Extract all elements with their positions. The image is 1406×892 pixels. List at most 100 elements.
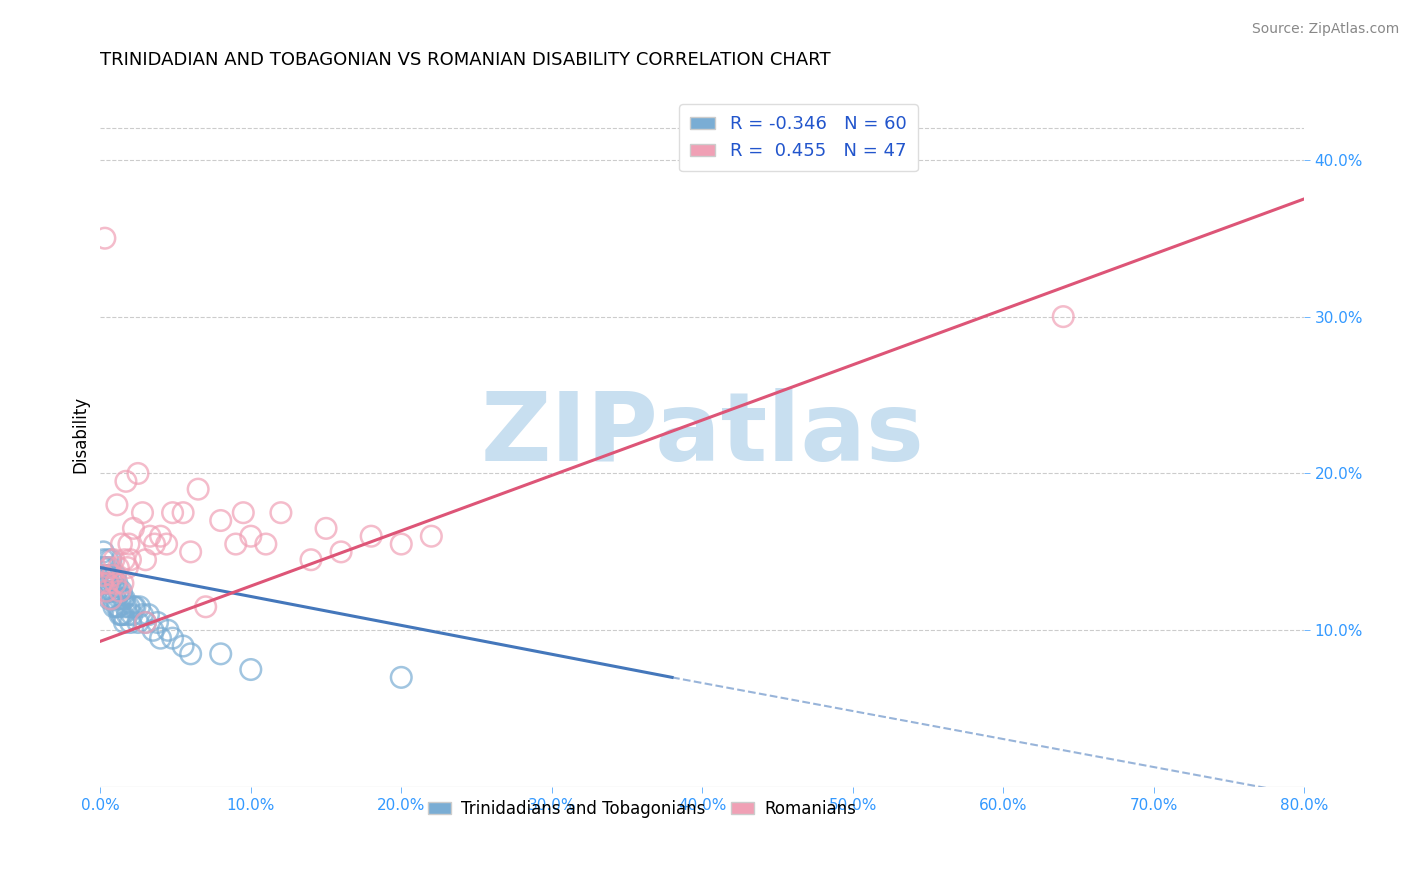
Text: TRINIDADIAN AND TOBAGONIAN VS ROMANIAN DISABILITY CORRELATION CHART: TRINIDADIAN AND TOBAGONIAN VS ROMANIAN D… bbox=[100, 51, 831, 69]
Point bbox=[107, 560, 129, 574]
Point bbox=[115, 599, 138, 614]
Point bbox=[112, 591, 135, 606]
Point bbox=[315, 521, 337, 535]
Point bbox=[157, 624, 180, 638]
Point bbox=[107, 584, 129, 599]
Point bbox=[94, 231, 117, 245]
Point bbox=[127, 615, 149, 630]
Point bbox=[94, 568, 117, 582]
Point bbox=[118, 537, 141, 551]
Point bbox=[209, 514, 232, 528]
Point bbox=[143, 537, 166, 551]
Point bbox=[110, 537, 132, 551]
Point bbox=[101, 568, 124, 582]
Point bbox=[120, 615, 142, 630]
Point bbox=[98, 576, 121, 591]
Point bbox=[209, 647, 232, 661]
Point bbox=[134, 615, 156, 630]
Point bbox=[103, 576, 125, 591]
Point bbox=[105, 498, 128, 512]
Point bbox=[101, 568, 124, 582]
Point bbox=[101, 584, 124, 599]
Text: Source: ZipAtlas.com: Source: ZipAtlas.com bbox=[1251, 22, 1399, 37]
Point bbox=[101, 591, 124, 606]
Point bbox=[120, 553, 142, 567]
Point bbox=[98, 591, 121, 606]
Point bbox=[93, 568, 115, 582]
Point bbox=[100, 591, 122, 606]
Point bbox=[111, 576, 134, 591]
Point bbox=[104, 591, 127, 606]
Point bbox=[103, 553, 125, 567]
Point bbox=[90, 576, 112, 591]
Point bbox=[225, 537, 247, 551]
Point bbox=[239, 663, 262, 677]
Point bbox=[149, 631, 172, 645]
Point bbox=[360, 529, 382, 543]
Point bbox=[180, 545, 202, 559]
Point bbox=[172, 639, 194, 653]
Point bbox=[146, 615, 169, 630]
Point bbox=[131, 607, 153, 622]
Point bbox=[94, 560, 117, 574]
Point bbox=[138, 607, 160, 622]
Point bbox=[98, 560, 121, 574]
Point bbox=[330, 545, 353, 559]
Point bbox=[142, 624, 165, 638]
Point bbox=[111, 591, 134, 606]
Point bbox=[420, 529, 443, 543]
Point bbox=[104, 584, 127, 599]
Point bbox=[299, 553, 322, 567]
Point bbox=[122, 599, 145, 614]
Point bbox=[96, 576, 118, 591]
Point bbox=[389, 537, 412, 551]
Point bbox=[110, 607, 132, 622]
Point bbox=[110, 584, 132, 599]
Point bbox=[97, 568, 120, 582]
Point bbox=[93, 545, 115, 559]
Point bbox=[115, 475, 138, 489]
Y-axis label: Disability: Disability bbox=[72, 396, 89, 473]
Point bbox=[97, 576, 120, 591]
Point bbox=[111, 607, 134, 622]
Point bbox=[117, 607, 139, 622]
Point bbox=[97, 553, 120, 567]
Point bbox=[124, 599, 146, 614]
Point bbox=[100, 584, 122, 599]
Point bbox=[270, 506, 292, 520]
Point bbox=[194, 599, 217, 614]
Point bbox=[108, 591, 131, 606]
Point bbox=[131, 506, 153, 520]
Point bbox=[108, 584, 131, 599]
Point bbox=[90, 560, 112, 574]
Point bbox=[100, 553, 122, 567]
Point bbox=[118, 599, 141, 614]
Point bbox=[112, 615, 135, 630]
Point bbox=[93, 553, 115, 567]
Point bbox=[96, 584, 118, 599]
Text: ZIPatlas: ZIPatlas bbox=[481, 388, 924, 481]
Point bbox=[122, 521, 145, 535]
Point bbox=[180, 647, 202, 661]
Point bbox=[96, 584, 118, 599]
Point bbox=[239, 529, 262, 543]
Point bbox=[134, 615, 156, 630]
Point bbox=[94, 576, 117, 591]
Point bbox=[104, 568, 127, 582]
Point bbox=[162, 631, 184, 645]
Point bbox=[96, 560, 118, 574]
Point bbox=[155, 537, 177, 551]
Point bbox=[100, 568, 122, 582]
Point bbox=[162, 506, 184, 520]
Point bbox=[98, 560, 121, 574]
Point bbox=[149, 529, 172, 543]
Point bbox=[112, 553, 135, 567]
Point bbox=[172, 506, 194, 520]
Point bbox=[187, 482, 209, 496]
Point bbox=[254, 537, 277, 551]
Point bbox=[104, 576, 127, 591]
Point bbox=[127, 467, 149, 481]
Point bbox=[107, 599, 129, 614]
Point bbox=[121, 607, 143, 622]
Point bbox=[103, 599, 125, 614]
